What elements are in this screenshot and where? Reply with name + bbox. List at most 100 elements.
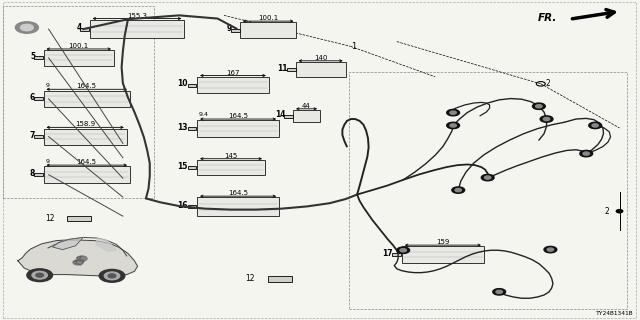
Text: 1: 1 <box>351 42 356 51</box>
Bar <box>44 166 130 183</box>
Circle shape <box>452 187 465 193</box>
Circle shape <box>493 289 506 295</box>
Bar <box>34 56 43 60</box>
Polygon shape <box>96 238 116 251</box>
Text: 140: 140 <box>314 55 327 61</box>
Bar <box>231 28 240 32</box>
Text: 100.1: 100.1 <box>68 43 89 49</box>
Bar <box>34 135 43 138</box>
Circle shape <box>547 248 554 251</box>
Circle shape <box>543 117 550 121</box>
Circle shape <box>108 274 116 278</box>
Text: 44: 44 <box>302 103 311 109</box>
Bar <box>296 62 346 77</box>
Circle shape <box>496 290 502 293</box>
Circle shape <box>27 269 52 282</box>
Polygon shape <box>52 237 83 250</box>
Circle shape <box>77 256 87 261</box>
Text: 3: 3 <box>32 23 37 32</box>
Bar <box>197 120 279 137</box>
Text: 145: 145 <box>225 153 237 159</box>
Text: 15: 15 <box>177 162 188 171</box>
Text: 2: 2 <box>545 79 550 88</box>
Circle shape <box>484 176 491 179</box>
Bar <box>188 127 196 130</box>
Bar <box>284 115 293 118</box>
Text: 164.5: 164.5 <box>228 113 248 119</box>
Circle shape <box>532 103 545 109</box>
Circle shape <box>583 152 589 155</box>
Circle shape <box>455 188 461 192</box>
Circle shape <box>99 269 125 282</box>
Circle shape <box>540 116 553 122</box>
Bar <box>197 160 265 175</box>
Bar <box>287 68 296 71</box>
Bar <box>34 173 43 176</box>
Bar <box>197 77 269 93</box>
Text: 17: 17 <box>381 249 392 258</box>
Circle shape <box>104 272 120 280</box>
Circle shape <box>580 150 593 157</box>
Text: 10: 10 <box>177 79 188 88</box>
Circle shape <box>20 24 33 31</box>
Text: 9: 9 <box>227 24 232 33</box>
Text: TY24B1341B: TY24B1341B <box>596 311 634 316</box>
Text: 12: 12 <box>45 214 54 223</box>
Text: 5: 5 <box>30 52 35 61</box>
Bar <box>44 50 114 66</box>
Circle shape <box>536 105 542 108</box>
Text: 9: 9 <box>45 158 49 164</box>
Bar <box>392 253 401 256</box>
Text: 2: 2 <box>605 207 609 216</box>
Circle shape <box>589 122 602 129</box>
Bar <box>44 91 130 107</box>
Text: 155.3: 155.3 <box>127 12 147 19</box>
Text: 9: 9 <box>45 83 49 88</box>
Bar <box>197 197 279 216</box>
Circle shape <box>450 111 456 114</box>
Text: 167: 167 <box>226 69 240 76</box>
Text: 100.1: 100.1 <box>258 15 278 21</box>
Circle shape <box>592 124 598 127</box>
Circle shape <box>15 22 38 33</box>
Bar <box>188 205 196 208</box>
Circle shape <box>447 122 460 129</box>
Bar <box>268 276 292 282</box>
Text: 7: 7 <box>30 131 35 140</box>
Circle shape <box>73 260 83 265</box>
Circle shape <box>36 273 44 277</box>
Bar <box>44 129 127 145</box>
Text: 164.5: 164.5 <box>76 159 97 165</box>
Text: 4: 4 <box>77 23 82 32</box>
Circle shape <box>447 109 460 116</box>
Bar <box>188 84 196 87</box>
Text: 164.5: 164.5 <box>228 190 248 196</box>
Text: 158.9: 158.9 <box>75 121 95 127</box>
Bar <box>34 97 43 100</box>
Bar <box>188 166 196 169</box>
Text: 159: 159 <box>436 239 449 245</box>
Text: 6: 6 <box>30 93 35 102</box>
Text: 11: 11 <box>278 64 288 73</box>
Text: 8: 8 <box>30 169 35 178</box>
Bar <box>349 72 627 309</box>
Bar <box>240 22 296 38</box>
Bar <box>80 28 89 31</box>
Bar <box>3 6 154 198</box>
Circle shape <box>450 124 456 127</box>
Bar <box>67 216 91 221</box>
Text: 16: 16 <box>177 201 188 210</box>
Circle shape <box>397 247 410 253</box>
Bar <box>293 110 320 122</box>
Circle shape <box>32 271 47 279</box>
Text: 14: 14 <box>275 110 285 119</box>
Bar <box>402 246 484 263</box>
Text: 12: 12 <box>245 274 255 283</box>
Text: 9.4: 9.4 <box>199 112 209 117</box>
Polygon shape <box>18 240 138 276</box>
Circle shape <box>481 174 494 181</box>
Bar <box>90 20 184 38</box>
Text: 13: 13 <box>177 123 188 132</box>
Circle shape <box>616 210 623 213</box>
Text: FR.: FR. <box>538 12 557 23</box>
